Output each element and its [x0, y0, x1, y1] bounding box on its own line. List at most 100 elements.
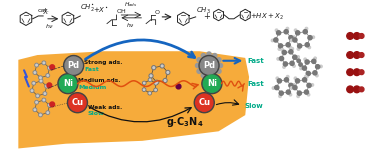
Circle shape [218, 63, 223, 68]
Circle shape [347, 33, 353, 39]
Circle shape [49, 104, 50, 106]
Circle shape [67, 93, 87, 113]
Circle shape [207, 52, 211, 56]
Circle shape [307, 93, 310, 96]
Circle shape [297, 56, 299, 58]
Circle shape [30, 89, 34, 92]
Circle shape [347, 52, 353, 58]
Circle shape [359, 34, 364, 38]
Text: Ni: Ni [63, 79, 73, 88]
Text: O: O [155, 10, 160, 15]
Circle shape [207, 75, 211, 79]
Circle shape [143, 81, 146, 85]
Circle shape [296, 79, 300, 83]
Circle shape [279, 95, 281, 97]
Text: Cu: Cu [198, 98, 210, 107]
Polygon shape [19, 51, 249, 149]
Circle shape [217, 69, 221, 73]
Circle shape [42, 98, 46, 102]
Circle shape [40, 114, 41, 116]
Circle shape [39, 113, 42, 117]
Circle shape [201, 73, 205, 78]
Circle shape [353, 69, 360, 76]
Circle shape [196, 94, 213, 111]
Circle shape [49, 67, 50, 69]
Text: Pd: Pd [203, 61, 215, 70]
Circle shape [274, 38, 278, 42]
Circle shape [144, 82, 145, 84]
Circle shape [32, 82, 36, 85]
Circle shape [307, 83, 311, 88]
Circle shape [161, 65, 163, 67]
Circle shape [166, 70, 170, 74]
Circle shape [353, 33, 360, 39]
Circle shape [163, 79, 167, 82]
Text: Medium ads.: Medium ads. [78, 78, 121, 83]
Circle shape [272, 87, 275, 89]
Circle shape [293, 65, 295, 67]
Circle shape [43, 62, 45, 64]
Text: $h\nu$: $h\nu$ [126, 21, 135, 29]
Circle shape [305, 43, 309, 47]
Circle shape [149, 78, 152, 81]
Circle shape [286, 90, 290, 94]
Circle shape [217, 58, 221, 62]
Circle shape [195, 63, 200, 68]
Circle shape [46, 111, 50, 114]
Circle shape [312, 36, 314, 38]
Circle shape [65, 57, 82, 74]
Circle shape [289, 46, 291, 49]
Text: Weak ads.: Weak ads. [88, 105, 122, 110]
Circle shape [347, 86, 353, 93]
Text: $+ X^{\bullet}$: $+ X^{\bullet}$ [93, 5, 108, 15]
Circle shape [160, 64, 164, 68]
Circle shape [293, 55, 297, 59]
Circle shape [277, 58, 279, 60]
Circle shape [47, 75, 48, 76]
Circle shape [164, 80, 166, 81]
Circle shape [290, 87, 293, 89]
Circle shape [47, 83, 52, 88]
Circle shape [155, 89, 156, 91]
Text: X: X [43, 9, 48, 15]
Circle shape [314, 57, 316, 60]
Circle shape [37, 95, 39, 97]
Circle shape [271, 39, 274, 42]
Circle shape [297, 44, 302, 48]
Circle shape [46, 74, 50, 77]
Circle shape [313, 71, 317, 75]
Text: Fast: Fast [84, 67, 99, 72]
Circle shape [277, 31, 281, 35]
Circle shape [293, 85, 297, 90]
Circle shape [289, 83, 293, 88]
Circle shape [149, 79, 151, 81]
Circle shape [176, 84, 181, 89]
Circle shape [155, 83, 156, 84]
Circle shape [353, 86, 360, 93]
Circle shape [278, 48, 280, 50]
Circle shape [58, 74, 78, 94]
Circle shape [290, 61, 294, 65]
Circle shape [284, 62, 288, 66]
Circle shape [283, 66, 285, 68]
Circle shape [281, 49, 284, 51]
Circle shape [277, 79, 282, 83]
Text: $CH_3$: $CH_3$ [196, 6, 211, 16]
Circle shape [152, 66, 156, 70]
Circle shape [201, 54, 205, 58]
Circle shape [284, 30, 288, 34]
Circle shape [306, 71, 310, 76]
Circle shape [64, 55, 84, 76]
Text: cat.: cat. [37, 8, 49, 13]
Circle shape [200, 57, 218, 74]
Circle shape [45, 84, 48, 88]
Circle shape [197, 69, 201, 73]
Circle shape [279, 44, 283, 48]
Circle shape [44, 93, 46, 94]
Circle shape [293, 36, 296, 38]
Circle shape [199, 55, 219, 76]
Circle shape [304, 58, 307, 61]
Circle shape [143, 89, 145, 90]
Circle shape [305, 27, 308, 30]
Text: Slow: Slow [88, 111, 105, 116]
